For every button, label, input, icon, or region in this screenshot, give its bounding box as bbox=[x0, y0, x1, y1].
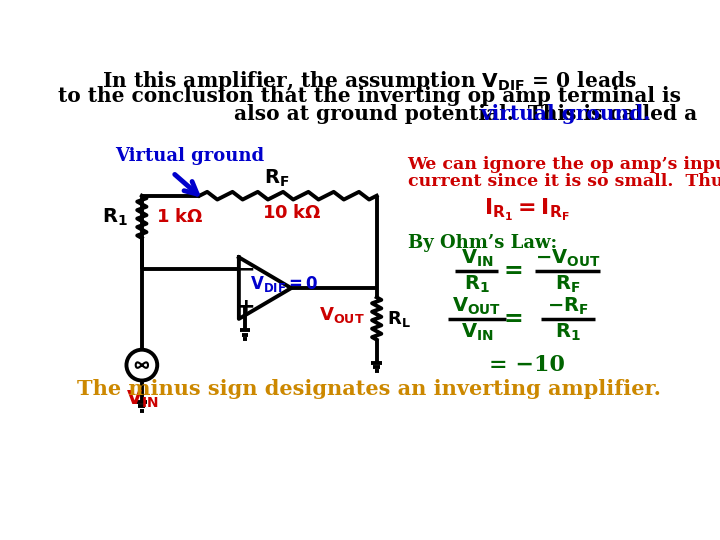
Text: =: = bbox=[504, 307, 523, 331]
Text: $\mathbf{-R_F}$: $\mathbf{-R_F}$ bbox=[546, 295, 588, 316]
Text: $\mathbf{V_{IN}}$: $\mathbf{V_{IN}}$ bbox=[461, 247, 493, 269]
Text: virtual ground.: virtual ground. bbox=[481, 104, 651, 124]
Text: = −10: = −10 bbox=[489, 354, 564, 376]
Text: $\mathbf{R_1}$: $\mathbf{R_1}$ bbox=[554, 321, 580, 342]
Text: also at ground potential.  This is called a: also at ground potential. This is called… bbox=[234, 104, 704, 124]
Text: $\mathbf{-V_{OUT}}$: $\mathbf{-V_{OUT}}$ bbox=[535, 247, 600, 269]
Text: $\mathbf{V_{IN}}$: $\mathbf{V_{IN}}$ bbox=[461, 321, 493, 342]
Text: $\mathbf{R_L}$: $\mathbf{R_L}$ bbox=[387, 309, 411, 329]
Text: $\mathbf{R_1}$: $\mathbf{R_1}$ bbox=[102, 206, 128, 227]
Text: Virtual ground: Virtual ground bbox=[115, 147, 264, 165]
Text: $\mathbf{1\ k\Omega}$: $\mathbf{1\ k\Omega}$ bbox=[156, 208, 203, 226]
Text: We can ignore the op amp’s input: We can ignore the op amp’s input bbox=[408, 156, 720, 173]
Text: +: + bbox=[236, 297, 255, 317]
Text: $\mathbf{10\ k\Omega}$: $\mathbf{10\ k\Omega}$ bbox=[262, 204, 322, 221]
Text: $\mathbf{I_{R_1} = I_{R_F}}$: $\mathbf{I_{R_1} = I_{R_F}}$ bbox=[484, 197, 570, 224]
Text: $\mathbf{R_F}$: $\mathbf{R_F}$ bbox=[264, 168, 289, 190]
Text: $\mathbf{V_{DIF} = 0}$: $\mathbf{V_{DIF} = 0}$ bbox=[251, 274, 319, 294]
Text: By Ohm’s Law:: By Ohm’s Law: bbox=[408, 234, 557, 252]
Text: $\mathbf{R_F}$: $\mathbf{R_F}$ bbox=[555, 273, 580, 295]
Text: to the conclusion that the inverting op amp terminal is: to the conclusion that the inverting op … bbox=[58, 86, 680, 106]
Text: =: = bbox=[504, 259, 523, 283]
Text: $\mathbf{V_{OUT}}$: $\mathbf{V_{OUT}}$ bbox=[452, 295, 501, 316]
Text: current since it is so small.  Thus:: current since it is so small. Thus: bbox=[408, 173, 720, 190]
Text: The minus sign designates an inverting amplifier.: The minus sign designates an inverting a… bbox=[77, 379, 661, 399]
Text: $\mathbf{V_{IN}}$: $\mathbf{V_{IN}}$ bbox=[125, 388, 158, 409]
Text: $\mathbf{R_1}$: $\mathbf{R_1}$ bbox=[464, 273, 490, 295]
Text: In this amplifier, the assumption $\mathbf{V}_{\mathbf{DIF}}$ = 0 leads: In this amplifier, the assumption $\math… bbox=[102, 69, 636, 93]
Text: $\mathbf{V_{OUT}}$: $\mathbf{V_{OUT}}$ bbox=[320, 305, 365, 325]
Text: −: − bbox=[236, 259, 255, 279]
